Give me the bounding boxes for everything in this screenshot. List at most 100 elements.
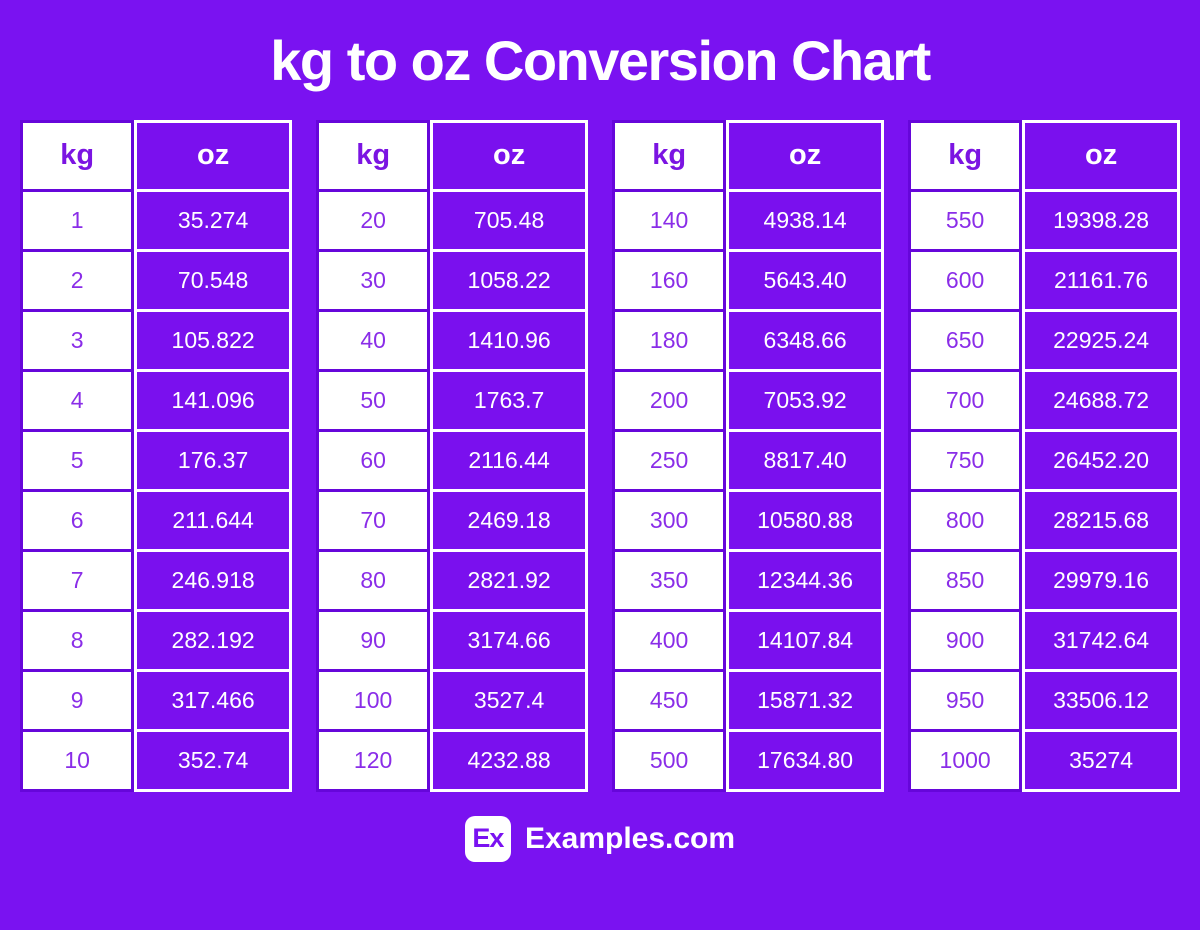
kg-value-cell: 9	[20, 668, 135, 732]
kg-value-cell: 50	[316, 368, 431, 432]
oz-value-cell: 15871.32	[726, 668, 884, 732]
oz-value-cell: 21161.76	[1022, 248, 1180, 312]
oz-value-cell: 12344.36	[726, 548, 884, 612]
oz-value-cell: 10580.88	[726, 488, 884, 552]
kg-value-cell: 10	[20, 728, 135, 792]
kg-value-cell: 1000	[908, 728, 1023, 792]
oz-value-cell: 1763.7	[430, 368, 588, 432]
kg-value-cell: 300	[612, 488, 727, 552]
oz-value-cell: 141.096	[134, 368, 292, 432]
kg-value-cell: 900	[908, 608, 1023, 672]
kg-value-cell: 200	[612, 368, 727, 432]
kg-value-cell: 40	[316, 308, 431, 372]
oz-column: oz 35.274 70.548 105.822 141.096 176.37 211.64…	[134, 119, 292, 792]
kg-value-cell: 180	[612, 308, 727, 372]
kg-column: kg 20 30 40 50 60 70 80 90 100 120	[316, 119, 431, 792]
kg-value-cell: 400	[612, 608, 727, 672]
oz-value-cell: 2821.92	[430, 548, 588, 612]
kg-column: kg 1 2 3 4 5 6 7 8 9 10	[20, 119, 135, 792]
oz-value-cell: 5643.40	[726, 248, 884, 312]
kg-value-cell: 750	[908, 428, 1023, 492]
kg-column: kg 550 600 650 700 750 800 850 900 950 1000	[908, 119, 1023, 792]
oz-value-cell: 28215.68	[1022, 488, 1180, 552]
kg-value-cell: 6	[20, 488, 135, 552]
kg-value-cell: 1	[20, 188, 135, 252]
oz-column-header: oz	[430, 119, 588, 192]
oz-value-cell: 33506.12	[1022, 668, 1180, 732]
oz-value-cell: 70.548	[134, 248, 292, 312]
oz-value-cell: 8817.40	[726, 428, 884, 492]
oz-value-cell: 352.74	[134, 728, 292, 792]
kg-value-cell: 700	[908, 368, 1023, 432]
oz-column-header: oz	[1022, 119, 1180, 192]
kg-column-header: kg	[316, 119, 431, 192]
oz-value-cell: 26452.20	[1022, 428, 1180, 492]
kg-value-cell: 160	[612, 248, 727, 312]
kg-value-cell: 140	[612, 188, 727, 252]
kg-value-cell: 60	[316, 428, 431, 492]
oz-column: oz 705.48 1058.22 1410.96 1763.7 2116.44 2469.…	[430, 119, 588, 792]
kg-value-cell: 70	[316, 488, 431, 552]
conversion-table-4: kg 550 600 650 700 750 800 850 900 950 1000 oz 19398…	[908, 119, 1180, 792]
oz-column-header: oz	[134, 119, 292, 192]
oz-value-cell: 105.822	[134, 308, 292, 372]
footer-brand: Ex Examples.com	[0, 815, 1200, 862]
oz-value-cell: 7053.92	[726, 368, 884, 432]
oz-column-header: oz	[726, 119, 884, 192]
kg-value-cell: 120	[316, 728, 431, 792]
kg-value-cell: 8	[20, 608, 135, 672]
oz-value-cell: 705.48	[430, 188, 588, 252]
oz-value-cell: 4232.88	[430, 728, 588, 792]
kg-column: kg 140 160 180 200 250 300 350 400 450 500	[612, 119, 727, 792]
kg-column-header: kg	[908, 119, 1023, 192]
kg-value-cell: 250	[612, 428, 727, 492]
conversion-chart-page: kg to oz Conversion Chart kg 1 2 3 4 5 6 7 8 9 10 o…	[0, 30, 1200, 862]
kg-value-cell: 30	[316, 248, 431, 312]
oz-value-cell: 1058.22	[430, 248, 588, 312]
kg-value-cell: 350	[612, 548, 727, 612]
oz-value-cell: 6348.66	[726, 308, 884, 372]
kg-value-cell: 2	[20, 248, 135, 312]
kg-value-cell: 80	[316, 548, 431, 612]
oz-value-cell: 31742.64	[1022, 608, 1180, 672]
kg-value-cell: 7	[20, 548, 135, 612]
kg-value-cell: 100	[316, 668, 431, 732]
oz-value-cell: 35.274	[134, 188, 292, 252]
kg-column-header: kg	[20, 119, 135, 192]
kg-value-cell: 550	[908, 188, 1023, 252]
site-name: Examples.com	[524, 821, 736, 855]
oz-value-cell: 35274	[1022, 728, 1180, 792]
kg-value-cell: 650	[908, 308, 1023, 372]
conversion-table-3: kg 140 160 180 200 250 300 350 400 450 500 oz 4938.1…	[612, 119, 884, 792]
oz-column: oz 4938.14 5643.40 6348.66 7053.92 8817.40 105…	[726, 119, 884, 792]
oz-value-cell: 282.192	[134, 608, 292, 672]
oz-value-cell: 19398.28	[1022, 188, 1180, 252]
oz-value-cell: 2469.18	[430, 488, 588, 552]
oz-value-cell: 246.918	[134, 548, 292, 612]
oz-value-cell: 317.466	[134, 668, 292, 732]
oz-value-cell: 29979.16	[1022, 548, 1180, 612]
conversion-tables: kg 1 2 3 4 5 6 7 8 9 10 oz 35.274 70.548 105.822 141.09…	[0, 119, 1200, 792]
oz-column: oz 19398.28 21161.76 22925.24 24688.72 26452.…	[1022, 119, 1180, 792]
examples-logo-icon: Ex	[464, 815, 511, 862]
oz-value-cell: 1410.96	[430, 308, 588, 372]
kg-column-header: kg	[612, 119, 727, 192]
conversion-table-2: kg 20 30 40 50 60 70 80 90 100 120 oz 705.48 1058.22 1…	[316, 119, 588, 792]
conversion-table-1: kg 1 2 3 4 5 6 7 8 9 10 oz 35.274 70.548 105.822 141.09…	[20, 119, 292, 792]
oz-value-cell: 24688.72	[1022, 368, 1180, 432]
kg-value-cell: 600	[908, 248, 1023, 312]
kg-value-cell: 20	[316, 188, 431, 252]
oz-value-cell: 4938.14	[726, 188, 884, 252]
kg-value-cell: 450	[612, 668, 727, 732]
page-title: kg to oz Conversion Chart	[270, 29, 931, 92]
kg-value-cell: 850	[908, 548, 1023, 612]
oz-value-cell: 17634.80	[726, 728, 884, 792]
oz-value-cell: 3527.4	[430, 668, 588, 732]
oz-value-cell: 3174.66	[430, 608, 588, 672]
kg-value-cell: 3	[20, 308, 135, 372]
oz-value-cell: 211.644	[134, 488, 292, 552]
kg-value-cell: 500	[612, 728, 727, 792]
kg-value-cell: 950	[908, 668, 1023, 732]
kg-value-cell: 4	[20, 368, 135, 432]
oz-value-cell: 2116.44	[430, 428, 588, 492]
